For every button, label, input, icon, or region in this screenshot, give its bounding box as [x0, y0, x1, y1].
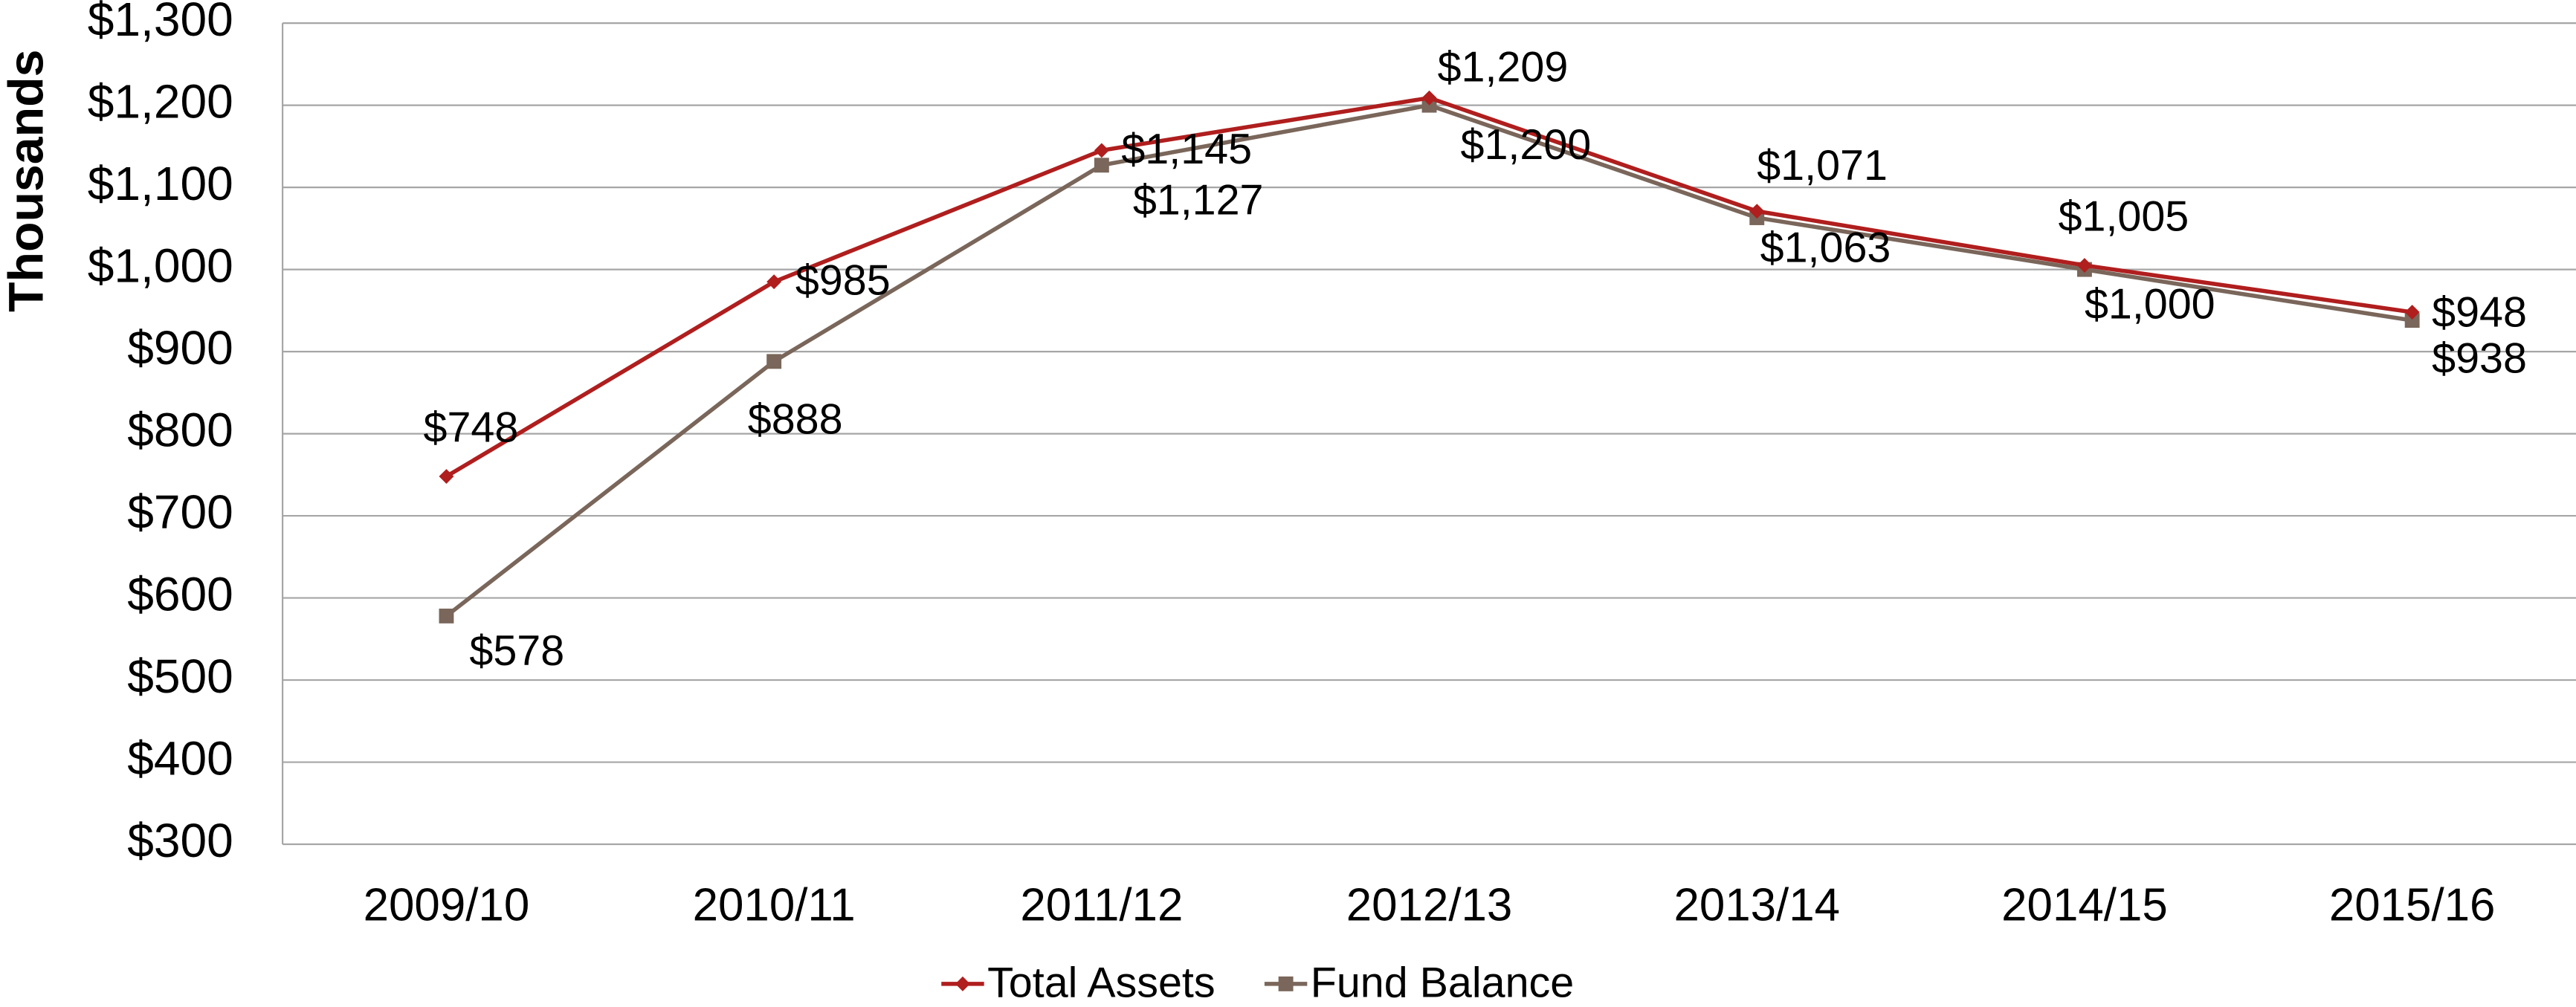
legend-label: Fund Balance — [1311, 959, 1574, 1006]
y-tick-label: $900 — [127, 321, 233, 375]
data-label: $1,209 — [1438, 43, 1569, 91]
data-label: $948 — [2432, 289, 2527, 337]
data-label: $985 — [795, 257, 891, 305]
data-label: $1,145 — [1121, 126, 1252, 173]
data-label: $578 — [469, 627, 564, 675]
x-tick-label: 2011/12 — [1020, 880, 1183, 931]
data-label: $1,127 — [1133, 176, 1264, 224]
y-tick-label: $500 — [127, 650, 233, 703]
marker — [439, 608, 454, 624]
marker — [2404, 313, 2420, 328]
marker — [439, 469, 454, 484]
data-label: $1,200 — [1461, 121, 1592, 169]
x-tick-label: 2013/14 — [1673, 880, 1840, 931]
x-tick-label: 2012/13 — [1346, 880, 1513, 931]
data-label: $1,000 — [2085, 281, 2215, 328]
x-tick-label: 2009/10 — [364, 880, 530, 931]
y-tick-label: $1,300 — [88, 0, 233, 46]
data-label: $748 — [424, 404, 519, 451]
data-label: $1,063 — [1760, 224, 1891, 271]
y-tick-label: $700 — [127, 485, 233, 539]
y-tick-label: $300 — [127, 814, 233, 867]
data-label: $888 — [748, 395, 843, 443]
y-tick-label: $1,200 — [88, 75, 233, 129]
data-label: $1,071 — [1757, 142, 1888, 190]
data-label: $1,005 — [2059, 192, 2189, 240]
x-tick-label: 2014/15 — [2001, 880, 2168, 931]
marker — [1749, 204, 1765, 219]
legend-label: Total Assets — [987, 959, 1215, 1006]
marker — [2077, 258, 2092, 273]
marker — [2404, 305, 2420, 320]
marker — [1278, 976, 1294, 991]
series-line — [445, 103, 2413, 618]
marker — [766, 354, 782, 369]
y-tick-label: $800 — [127, 404, 233, 457]
marker — [1094, 143, 1109, 158]
y-tick-label: $1,000 — [88, 239, 233, 293]
y-tick-label: $400 — [127, 731, 233, 785]
x-tick-label: 2010/11 — [693, 880, 856, 931]
y-tick-label: $1,100 — [88, 157, 233, 210]
y-tick-label: $600 — [127, 567, 233, 621]
x-tick-label: 2015/16 — [2329, 880, 2496, 931]
y-axis-label: Thousands — [0, 50, 54, 313]
marker — [1094, 158, 1109, 173]
marker — [955, 976, 970, 991]
data-label: $938 — [2432, 335, 2527, 383]
